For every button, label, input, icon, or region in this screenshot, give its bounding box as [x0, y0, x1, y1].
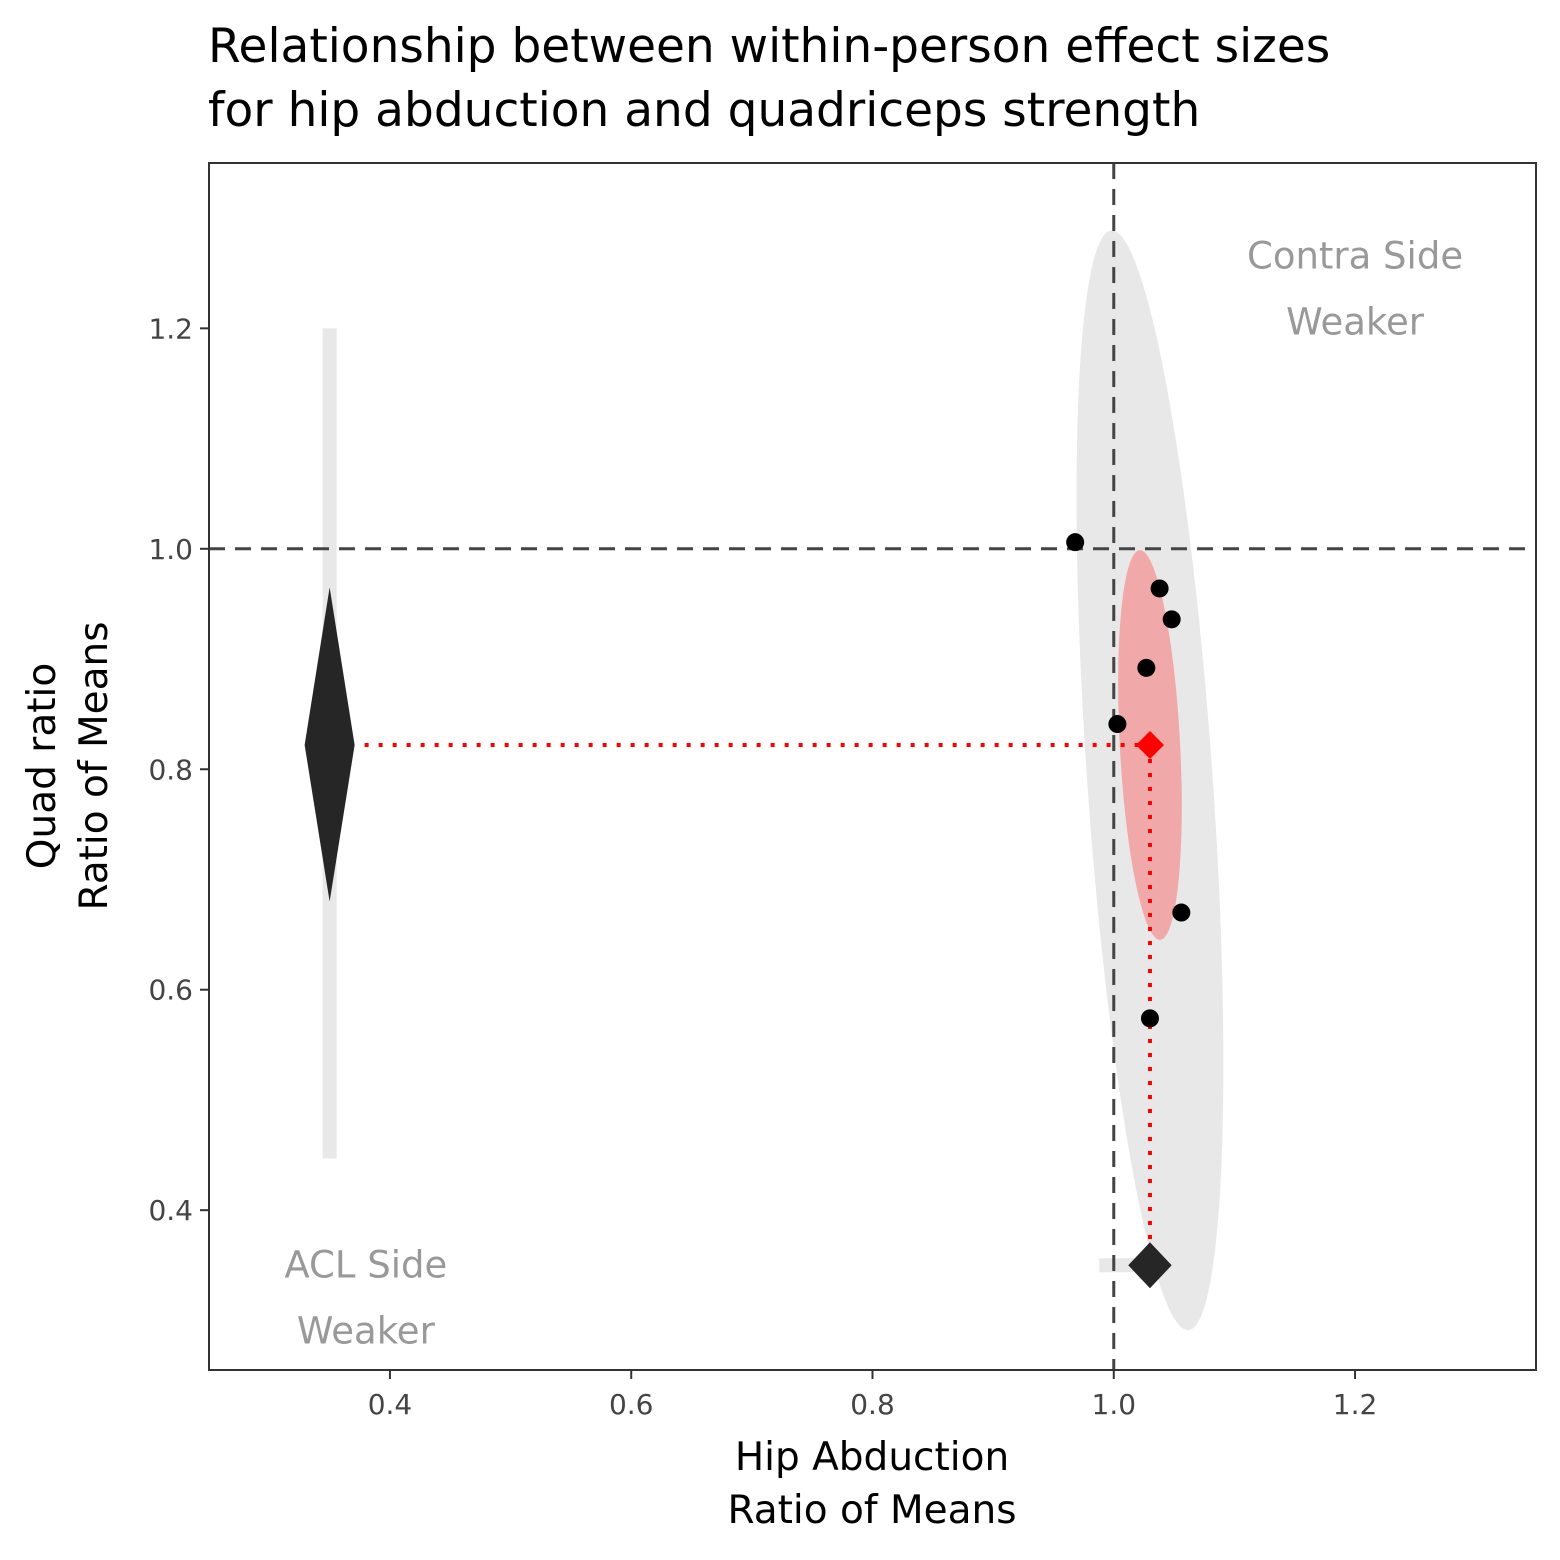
annotation-1-line-1: Contra Side [1247, 235, 1463, 278]
y-axis-title-line-2: Ratio of Means [72, 621, 117, 910]
data-point-4 [1137, 658, 1156, 677]
x-axis-title: Hip Abduction Ratio of Means [727, 1435, 1016, 1533]
annotation-2-line-2: Weaker [297, 1309, 436, 1352]
y-axis-title: Quad ratio Ratio of Means [20, 621, 117, 910]
annotation-2-line-1: ACL Side [284, 1243, 447, 1286]
x-axis-title-line-2: Ratio of Means [727, 1488, 1016, 1533]
x-tick-label-5: 1.2 [1333, 1388, 1378, 1421]
marginal-y-diamond [304, 587, 355, 902]
x-tick-label-2: 0.6 [609, 1388, 654, 1421]
data-point-7 [1140, 1009, 1159, 1028]
data-point-6 [1172, 903, 1191, 922]
y-tick-label-3: 0.8 [148, 753, 193, 786]
x-tick-label-4: 1.0 [1092, 1388, 1137, 1421]
chart-title: Relationship between within-person effec… [208, 19, 1330, 138]
chart-title-line-2: for hip abduction and quadriceps strengt… [208, 83, 1200, 138]
annotation-1-line-2: Weaker [1286, 301, 1425, 344]
y-tick-label-4: 1.0 [148, 533, 193, 566]
panel-border [208, 162, 1537, 1371]
y-tick-label-1: 0.4 [148, 1194, 193, 1227]
y-tick-label-5: 1.2 [148, 312, 193, 345]
x-tick-label-3: 0.8 [850, 1388, 895, 1421]
marginal-x-diamond [1128, 1242, 1172, 1289]
y-axis-title-line-1: Quad ratio [20, 663, 65, 869]
data-point-3 [1162, 610, 1181, 629]
data-point-2 [1150, 579, 1169, 598]
y-tick-label-2: 0.6 [148, 974, 193, 1007]
x-tick-label-1: 0.4 [368, 1388, 413, 1421]
x-axis-title-line-1: Hip Abduction [735, 1435, 1009, 1480]
chart-title-line-1: Relationship between within-person effec… [208, 19, 1330, 74]
data-point-1 [1066, 533, 1085, 552]
data-point-5 [1108, 715, 1127, 734]
plot-area: Contra Side Weaker ACL Side Weaker 0.4 0.6 0.8… [148, 162, 1537, 1421]
summary-estimate-marker [1135, 731, 1164, 760]
plot-inner: Contra Side Weaker ACL Side Weaker [209, 163, 1536, 1370]
